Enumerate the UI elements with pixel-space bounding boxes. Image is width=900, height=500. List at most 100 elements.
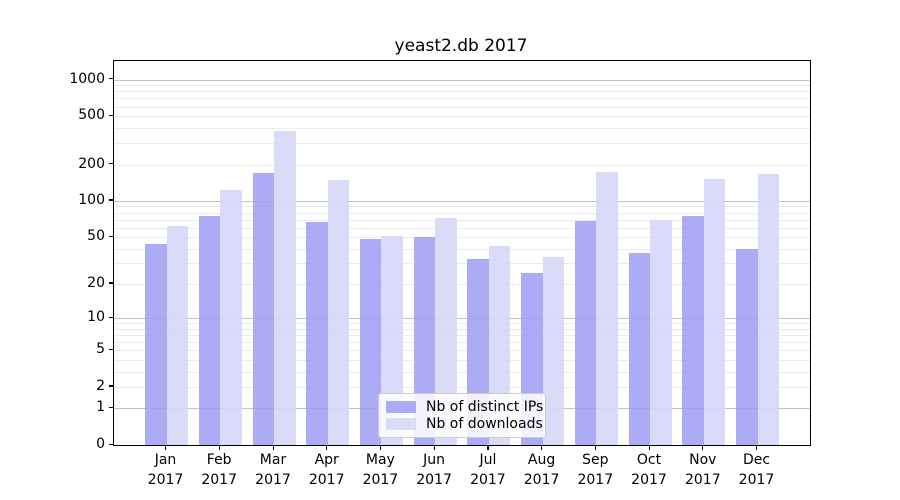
y-tick	[109, 163, 113, 165]
bar-nb-of-downloads-oct	[650, 219, 672, 445]
x-tick-month: Jan	[154, 452, 177, 468]
y-tick-label: 10	[87, 309, 105, 326]
x-tick-year: 2017	[523, 472, 560, 488]
minor-gridline	[114, 143, 810, 145]
minor-gridline	[114, 248, 810, 250]
x-tick	[379, 445, 382, 450]
minor-gridline	[114, 98, 810, 100]
x-tick	[541, 445, 543, 450]
x-tick-month: Jun	[423, 452, 446, 468]
x-tick-month: Feb	[206, 452, 232, 468]
x-tick-label: Mar 2017	[241, 450, 305, 490]
y-tick	[109, 443, 113, 445]
x-tick-month: Aug	[527, 452, 556, 468]
y-tick-label: 500	[78, 107, 105, 124]
y-tick-label: 0	[96, 436, 105, 452]
y-tick-label: 5	[96, 341, 105, 358]
bar-nb-of-distinct-ips-mar	[252, 173, 274, 445]
x-tick-label: Sep 2017	[563, 450, 627, 490]
x-tick	[702, 445, 704, 450]
x-tick-year: 2017	[738, 472, 775, 488]
y-tick	[109, 348, 113, 350]
x-tick-month: May	[365, 452, 395, 468]
bar-nb-of-downloads-nov	[703, 179, 726, 445]
minor-gridline	[114, 342, 810, 344]
x-tick-year: 2017	[631, 472, 667, 488]
y-tick-label: 2	[96, 377, 105, 394]
bar-nb-of-distinct-ips-nov	[682, 215, 704, 445]
x-tick-label: Nov 2017	[671, 450, 735, 490]
minor-gridline	[114, 323, 810, 325]
y-tick-label: 50	[87, 228, 105, 244]
major-gridline	[114, 79, 810, 81]
y-tick	[109, 316, 113, 318]
bar-nb-of-downloads-feb	[220, 190, 242, 445]
x-tick	[594, 445, 596, 450]
bar-nb-of-distinct-ips-may	[359, 239, 382, 445]
y-tick-label: 20	[87, 274, 105, 291]
minor-gridline	[114, 127, 810, 129]
legend: Nb of distinct IPs Nb of downloads	[378, 393, 546, 438]
bar-nb-of-downloads-may	[381, 236, 403, 445]
major-gridline	[114, 200, 810, 202]
minor-gridline	[114, 283, 810, 285]
minor-gridline	[114, 106, 810, 108]
x-tick-year: 2017	[416, 472, 452, 488]
x-tick-label: Aug 2017	[510, 450, 574, 490]
x-tick-month: Jul	[479, 452, 497, 468]
minor-gridline	[114, 219, 810, 221]
y-tick-label: 1000	[69, 70, 105, 87]
minor-gridline	[114, 263, 810, 265]
x-tick-year: 2017	[255, 472, 291, 488]
bar-nb-of-downloads-jan	[166, 225, 188, 445]
x-tick-label: Apr 2017	[295, 450, 359, 490]
bar-nb-of-downloads-jun	[435, 218, 457, 445]
minor-gridline	[114, 237, 810, 238]
bar-nb-of-distinct-ips-apr	[306, 221, 328, 445]
y-tick-label: 100	[78, 191, 105, 208]
bar-nb-of-distinct-ips-oct	[628, 252, 650, 445]
minor-gridline	[114, 91, 810, 93]
x-tick-label: Oct 2017	[617, 450, 681, 490]
x-tick-year: 2017	[684, 472, 721, 488]
major-gridline	[114, 318, 810, 320]
bar-nb-of-downloads-sep	[596, 171, 618, 445]
y-tick	[109, 385, 113, 387]
y-tick	[109, 235, 113, 237]
minor-gridline	[114, 116, 810, 118]
x-tick-year: 2017	[577, 472, 614, 488]
y-tick-label: 1	[96, 399, 105, 416]
y-tick	[109, 406, 113, 408]
x-tick	[165, 445, 167, 450]
bar-nb-of-downloads-apr	[327, 179, 350, 445]
x-tick-month: Sep	[582, 452, 609, 468]
minor-gridline	[114, 371, 810, 373]
x-tick-label: Dec 2017	[725, 450, 789, 490]
bar-nb-of-distinct-ips-jan	[145, 243, 167, 445]
legend-item-distinct-ips: Nb of distinct IPs	[386, 398, 545, 415]
legend-item-downloads: Nb of downloads	[386, 415, 545, 432]
bar-nb-of-downloads-aug	[542, 256, 565, 445]
bar-nb-of-distinct-ips-sep	[574, 221, 597, 445]
minor-gridline	[114, 359, 810, 361]
x-tick-year: 2017	[470, 472, 506, 488]
minor-gridline	[114, 386, 810, 388]
x-tick-label: Jan 2017	[134, 450, 198, 490]
x-tick	[218, 445, 220, 450]
x-tick	[433, 445, 435, 450]
x-tick-label: Jul 2017	[456, 450, 520, 490]
minor-gridline	[114, 164, 810, 166]
x-tick	[326, 445, 328, 450]
minor-gridline	[114, 85, 810, 87]
x-tick	[648, 445, 650, 450]
y-tick	[109, 78, 113, 80]
x-tick-year: 2017	[201, 472, 237, 488]
y-tick	[109, 282, 113, 284]
bar-nb-of-distinct-ips-dec	[736, 248, 758, 445]
chart-title: yeast2.db 2017	[394, 36, 528, 56]
x-tick-month: Oct	[636, 452, 662, 468]
legend-label-downloads: Nb of downloads	[426, 415, 543, 432]
legend-label-distinct-ips: Nb of distinct IPs	[426, 398, 544, 415]
minor-gridline	[114, 328, 810, 330]
